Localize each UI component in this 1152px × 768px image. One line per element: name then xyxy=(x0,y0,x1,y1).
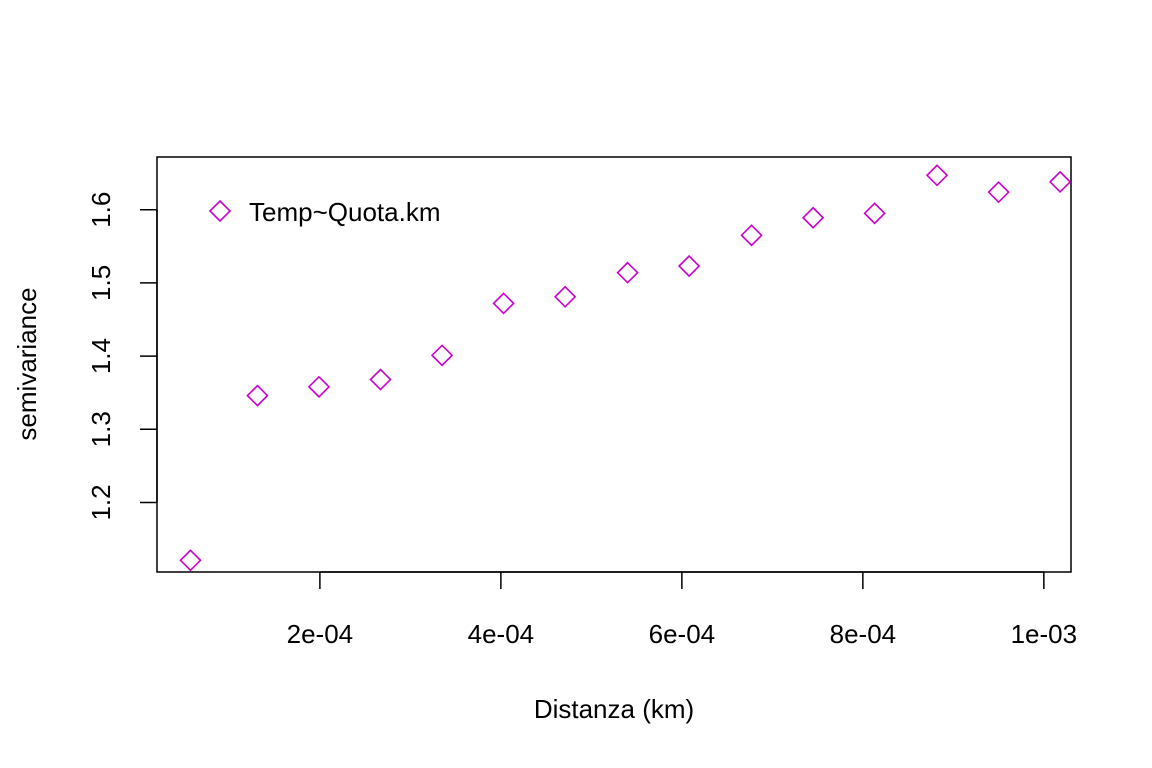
y-tick-label: 1.2 xyxy=(86,484,116,520)
data-point xyxy=(616,261,639,284)
x-tick-label: 1e-03 xyxy=(1011,619,1078,649)
data-point xyxy=(492,292,515,315)
y-tick-label: 1.3 xyxy=(86,411,116,447)
data-point xyxy=(740,224,763,247)
data-point xyxy=(554,285,577,308)
data-point xyxy=(307,375,331,398)
data-point xyxy=(925,164,949,187)
data-point xyxy=(1049,170,1072,194)
x-tick-label: 2e-04 xyxy=(287,619,354,649)
data-point xyxy=(677,254,701,278)
legend: Temp~Quota.km xyxy=(208,197,440,227)
data-point xyxy=(246,384,269,407)
y-axis-title: semivariance xyxy=(12,287,42,440)
x-axis: 2e-04 4e-04 6e-04 8e-04 1e-03 xyxy=(287,571,1078,649)
y-tick-label: 1.5 xyxy=(86,265,116,301)
data-points xyxy=(179,164,1072,572)
legend-marker xyxy=(208,199,232,223)
x-axis-title: Distanza (km) xyxy=(534,694,694,724)
x-tick-label: 6e-04 xyxy=(649,619,716,649)
data-point xyxy=(987,181,1010,204)
x-tick-label: 4e-04 xyxy=(468,619,535,649)
legend-label: Temp~Quota.km xyxy=(249,197,440,227)
data-point xyxy=(369,368,392,391)
data-point xyxy=(179,549,202,572)
y-tick-label: 1.6 xyxy=(86,192,116,228)
y-tick-label: 1.4 xyxy=(86,338,116,374)
data-point xyxy=(430,344,454,367)
data-point xyxy=(863,202,886,225)
y-axis: 1.2 1.3 1.4 1.5 1.6 xyxy=(86,192,158,521)
data-point xyxy=(801,206,825,229)
x-tick-label: 8e-04 xyxy=(830,619,897,649)
